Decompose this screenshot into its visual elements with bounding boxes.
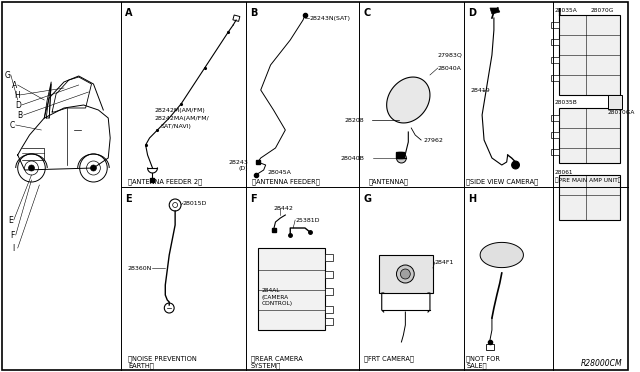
Text: 〈REAR CAMERA: 〈REAR CAMERA (251, 355, 303, 362)
Text: 28040A: 28040A (438, 65, 461, 71)
Text: (D): (D) (238, 166, 248, 170)
Text: 〈NOISE PREVENTION: 〈NOISE PREVENTION (128, 355, 196, 362)
Bar (379, 255, 433, 293)
Bar (608, 95, 622, 109)
Text: A: A (12, 80, 17, 90)
Bar (551, 57, 559, 63)
Text: 28045A: 28045A (268, 170, 291, 174)
Text: 25381D: 25381D (295, 218, 319, 222)
Text: 28243: 28243 (228, 160, 248, 164)
Bar (324, 288, 333, 295)
Text: 28061: 28061 (555, 170, 573, 175)
Text: SYSTEM〉: SYSTEM〉 (251, 362, 281, 369)
Circle shape (18, 154, 45, 182)
Bar (551, 115, 559, 121)
Bar (324, 306, 333, 313)
Text: H: H (14, 90, 20, 99)
Text: SALE〉: SALE〉 (467, 362, 487, 369)
Text: E: E (125, 194, 132, 204)
Text: 〈ANTENNA〉: 〈ANTENNA〉 (369, 178, 409, 185)
Text: 28242M(AM/FM): 28242M(AM/FM) (154, 108, 205, 112)
Circle shape (397, 265, 414, 283)
Text: 28208: 28208 (344, 118, 364, 122)
Text: 28035A: 28035A (555, 8, 578, 13)
Circle shape (24, 161, 38, 175)
Text: D: D (16, 100, 22, 109)
Polygon shape (387, 77, 430, 123)
Bar (551, 39, 559, 45)
Bar (559, 15, 620, 95)
Text: G: G (5, 71, 11, 80)
Circle shape (164, 303, 174, 313)
Text: 28015D: 28015D (183, 201, 207, 205)
Text: 〈PRE MAIN AMP UNIT〉: 〈PRE MAIN AMP UNIT〉 (555, 177, 621, 183)
Bar (233, 15, 240, 21)
Text: CONTROL): CONTROL) (262, 301, 293, 307)
Polygon shape (480, 243, 524, 267)
Text: R28000CM: R28000CM (580, 359, 622, 368)
Circle shape (86, 161, 100, 175)
Text: C: C (10, 121, 15, 129)
Text: A: A (125, 8, 132, 18)
Bar (324, 271, 333, 278)
Text: F: F (10, 231, 14, 240)
Circle shape (397, 153, 406, 163)
Text: 〈FRT CAMERA〉: 〈FRT CAMERA〉 (364, 355, 414, 362)
Text: 28360N: 28360N (128, 266, 152, 270)
Text: 284F1: 284F1 (435, 260, 454, 264)
Text: F: F (250, 194, 257, 204)
Text: G: G (363, 194, 371, 204)
Bar (559, 108, 620, 163)
Bar (551, 75, 559, 81)
Text: 28070GA: 28070GA (608, 110, 636, 115)
Text: 28442: 28442 (273, 205, 293, 211)
Polygon shape (490, 8, 500, 14)
Text: B: B (250, 8, 257, 18)
Text: E: E (8, 215, 13, 224)
Text: B: B (18, 110, 23, 119)
Bar (324, 318, 333, 325)
Bar (551, 149, 559, 155)
Text: 28035B: 28035B (555, 100, 578, 105)
Circle shape (80, 154, 108, 182)
Circle shape (401, 269, 410, 279)
Circle shape (511, 161, 520, 169)
Circle shape (90, 165, 97, 171)
Text: 〈SIDE VIEW CAMERA〉: 〈SIDE VIEW CAMERA〉 (467, 178, 538, 185)
Bar (559, 175, 620, 220)
Circle shape (29, 165, 35, 171)
Bar (324, 254, 333, 261)
Text: 〈NOT FOR: 〈NOT FOR (467, 355, 500, 362)
Text: 〈ANTENNA FEEDER 2〉: 〈ANTENNA FEEDER 2〉 (128, 178, 202, 185)
Circle shape (173, 202, 177, 208)
Bar (551, 22, 559, 28)
Text: 28243N(SAT): 28243N(SAT) (310, 16, 351, 20)
Text: 28070G: 28070G (590, 8, 614, 13)
Text: 284AL: 284AL (262, 288, 280, 292)
Bar (258, 248, 324, 330)
Bar (551, 132, 559, 138)
Text: 27983Q: 27983Q (438, 52, 463, 58)
Text: EARTH〉: EARTH〉 (128, 362, 154, 369)
Text: SAT/NAVI): SAT/NAVI) (161, 124, 191, 128)
Text: I: I (12, 244, 14, 253)
Text: H: H (468, 194, 476, 204)
Bar (486, 344, 494, 350)
Circle shape (169, 199, 181, 211)
Text: 28040B: 28040B (340, 155, 364, 160)
Text: I: I (557, 8, 561, 18)
Text: 28419: 28419 (470, 87, 490, 93)
Text: (CAMERA: (CAMERA (262, 295, 289, 299)
Text: D: D (468, 8, 476, 18)
Text: 27962: 27962 (423, 138, 443, 142)
Text: 〈ANTENNA FEEDER〉: 〈ANTENNA FEEDER〉 (252, 178, 319, 185)
Text: C: C (363, 8, 371, 18)
Text: 28242MA(AM/FM/: 28242MA(AM/FM/ (154, 115, 209, 121)
